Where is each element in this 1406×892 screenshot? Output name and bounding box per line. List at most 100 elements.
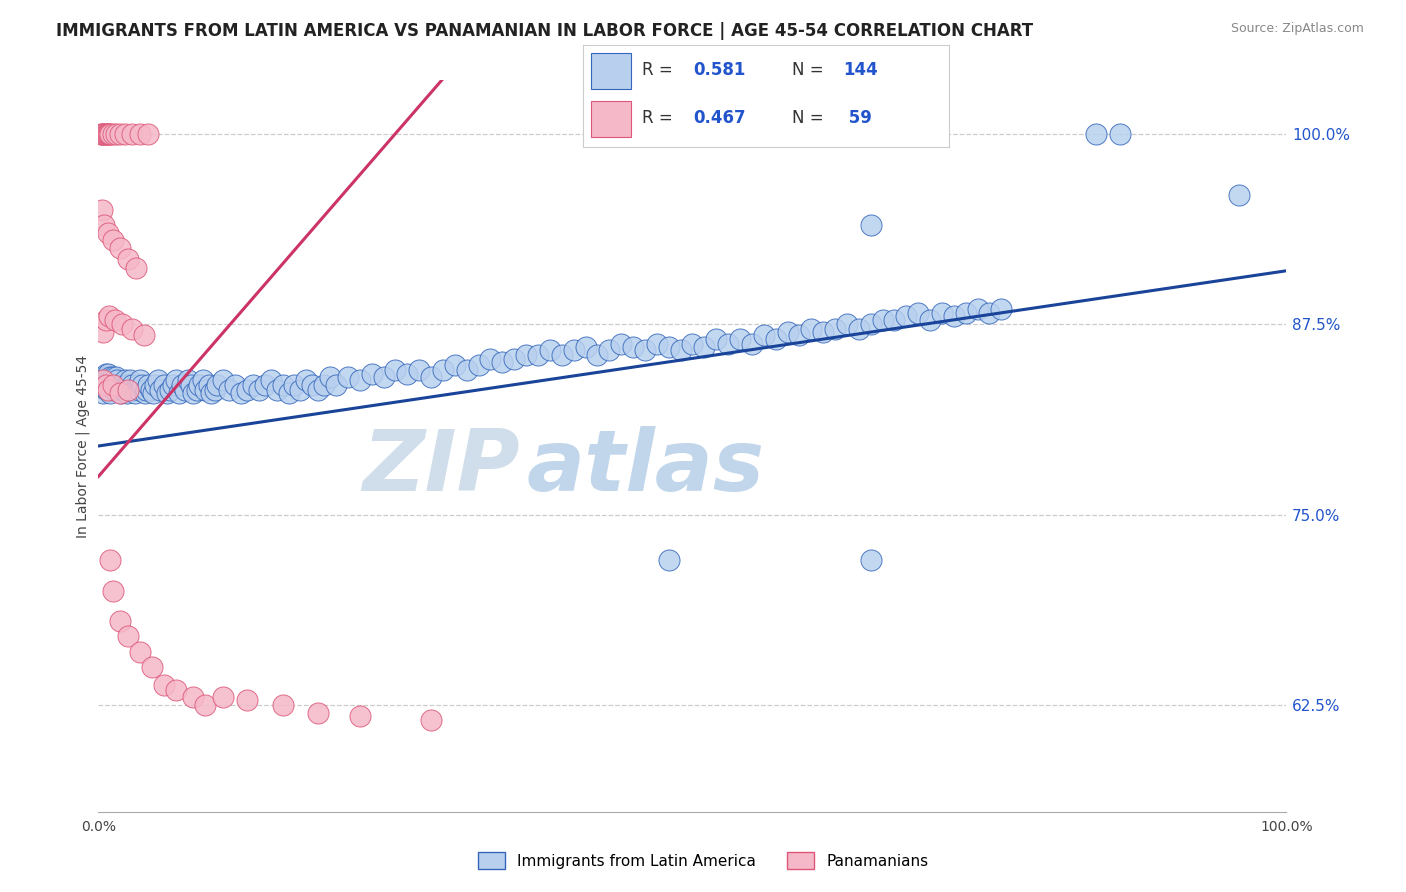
Point bbox=[621, 340, 644, 354]
Point bbox=[325, 378, 347, 392]
Point bbox=[117, 630, 139, 644]
Point bbox=[93, 381, 115, 395]
Point bbox=[107, 378, 129, 392]
Point bbox=[117, 252, 139, 266]
Point bbox=[253, 378, 276, 392]
Point bbox=[108, 614, 131, 628]
Text: atlas: atlas bbox=[526, 426, 765, 509]
Point bbox=[98, 378, 121, 392]
Point bbox=[131, 378, 153, 392]
Point bbox=[859, 317, 882, 331]
Point bbox=[966, 301, 988, 316]
Point bbox=[658, 553, 681, 567]
Point bbox=[129, 374, 152, 388]
Point bbox=[120, 374, 142, 388]
Point bbox=[91, 385, 114, 400]
Point bbox=[98, 385, 121, 400]
Text: 0.581: 0.581 bbox=[693, 62, 745, 79]
Point bbox=[283, 378, 305, 392]
Point bbox=[669, 343, 692, 357]
Point bbox=[610, 337, 633, 351]
Point bbox=[165, 374, 187, 388]
Point bbox=[142, 385, 165, 400]
Point bbox=[551, 348, 574, 362]
Text: R =: R = bbox=[643, 62, 672, 79]
Point bbox=[717, 337, 740, 351]
Point bbox=[97, 226, 120, 240]
Point bbox=[122, 383, 145, 397]
Point bbox=[115, 385, 138, 400]
Point bbox=[467, 358, 489, 372]
Point bbox=[645, 337, 668, 351]
Point bbox=[260, 374, 283, 388]
Text: R =: R = bbox=[643, 110, 672, 128]
Point bbox=[93, 370, 115, 384]
Point bbox=[91, 378, 114, 392]
Point bbox=[200, 385, 222, 400]
Text: N =: N = bbox=[792, 110, 824, 128]
Point bbox=[93, 378, 115, 392]
Point bbox=[110, 385, 132, 400]
Point bbox=[765, 332, 787, 346]
Point bbox=[811, 325, 834, 339]
Bar bbox=[591, 53, 631, 88]
Point bbox=[176, 374, 198, 388]
Point bbox=[229, 385, 252, 400]
Point bbox=[104, 378, 127, 392]
Point bbox=[212, 374, 235, 388]
Point bbox=[456, 363, 478, 377]
Point bbox=[704, 332, 727, 346]
Point bbox=[91, 374, 114, 388]
Point bbox=[98, 127, 121, 141]
Point bbox=[105, 370, 128, 384]
Point bbox=[207, 378, 229, 392]
Point bbox=[101, 378, 124, 392]
Point bbox=[93, 218, 115, 232]
Point bbox=[432, 363, 454, 377]
Point bbox=[135, 383, 157, 397]
Point bbox=[247, 383, 270, 397]
Point bbox=[100, 374, 122, 388]
Point bbox=[121, 321, 143, 335]
Point bbox=[111, 317, 134, 331]
Point bbox=[118, 383, 141, 397]
Point bbox=[94, 127, 117, 141]
Point bbox=[907, 306, 929, 320]
Point bbox=[101, 127, 124, 141]
Point bbox=[96, 370, 118, 384]
Point bbox=[336, 370, 359, 384]
Point bbox=[515, 348, 537, 362]
Point bbox=[129, 645, 152, 659]
Point bbox=[104, 312, 127, 326]
Point bbox=[586, 348, 609, 362]
Point bbox=[859, 553, 882, 567]
Point bbox=[224, 378, 246, 392]
Point bbox=[94, 312, 117, 326]
Point bbox=[301, 378, 323, 392]
Point bbox=[896, 310, 918, 324]
Point bbox=[167, 385, 190, 400]
Point bbox=[91, 202, 114, 217]
Text: 59: 59 bbox=[844, 110, 872, 128]
Point bbox=[90, 127, 112, 141]
Point bbox=[693, 340, 716, 354]
Point bbox=[728, 332, 751, 346]
Point bbox=[420, 714, 443, 728]
Point bbox=[101, 370, 124, 384]
Point bbox=[349, 374, 371, 388]
Point bbox=[146, 374, 169, 388]
Point bbox=[98, 374, 121, 388]
Point bbox=[111, 378, 134, 392]
Point bbox=[752, 327, 775, 342]
Point bbox=[98, 310, 121, 324]
Point bbox=[108, 383, 131, 397]
Point bbox=[186, 383, 208, 397]
Point bbox=[141, 660, 163, 674]
Point bbox=[373, 370, 395, 384]
Point bbox=[103, 374, 125, 388]
Point bbox=[98, 127, 121, 141]
Point bbox=[105, 378, 128, 392]
Bar bbox=[591, 101, 631, 137]
Point bbox=[1227, 187, 1250, 202]
Text: ZIP: ZIP bbox=[363, 426, 520, 509]
